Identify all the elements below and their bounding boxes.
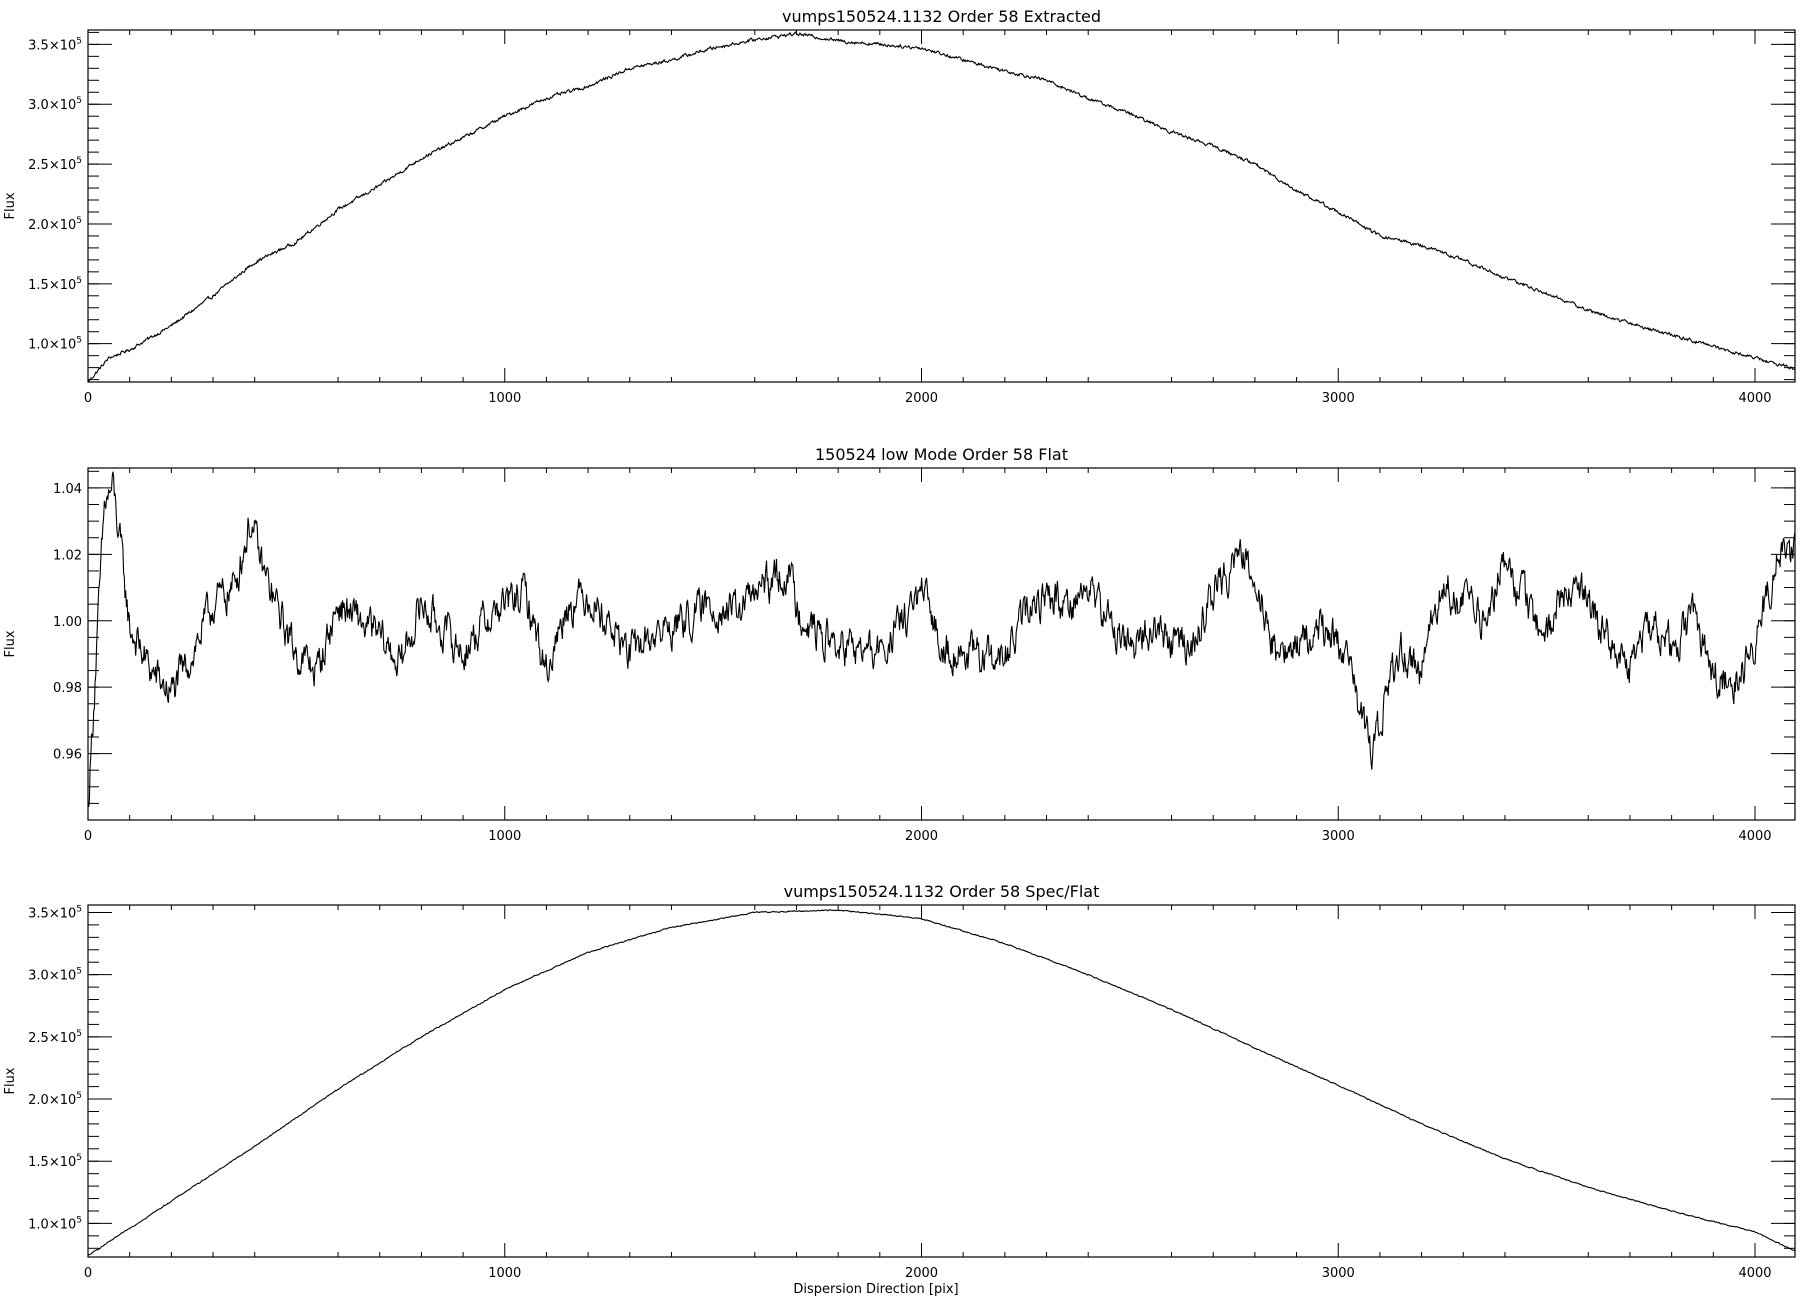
y-tick-label: 1.5×105 [28, 276, 82, 293]
x-tick-label: 3000 [1322, 391, 1355, 406]
y-tick-label: 1.02 [53, 548, 82, 563]
y-tick-label: 2.5×105 [28, 156, 82, 173]
y-tick-label: 0.96 [53, 748, 82, 763]
x-tick-label: 4000 [1738, 829, 1771, 844]
x-tick-label: 0 [84, 829, 92, 844]
y-tick-label: 0.98 [53, 681, 82, 696]
y-tick-label: 2.0×105 [28, 1091, 82, 1108]
y-tick-label: 3.5×105 [28, 36, 82, 53]
panel-flat: 150524 low Mode Order 58 Flat Flux 0 1000 20… [3, 445, 1796, 844]
x-tick-label: 3000 [1322, 1266, 1355, 1281]
series-line-flat [88, 471, 1795, 808]
y-tick-label: 2.5×105 [28, 1029, 82, 1046]
series-line-extracted [88, 31, 1795, 382]
panel-extracted: vumps150524.1132 Order 58 Extracted Flux 0… [3, 7, 1796, 406]
panel-title: 150524 low Mode Order 58 Flat [815, 445, 1068, 464]
x-tick-label: 0 [84, 1266, 92, 1281]
y-tick-label: 3.0×105 [28, 967, 82, 984]
x-tick-label: 2000 [905, 391, 938, 406]
panel-title: vumps150524.1132 Order 58 Spec/Flat [784, 882, 1100, 901]
x-tick-label: 2000 [905, 829, 938, 844]
y-axis-label: Flux [3, 630, 18, 657]
x-tick-label: 3000 [1322, 829, 1355, 844]
y-tick-label: 1.00 [53, 615, 82, 630]
x-tick-label: 4000 [1738, 1266, 1771, 1281]
y-tick-label: 2.0×105 [28, 216, 82, 233]
series-line-spec-over-flat [88, 909, 1795, 1256]
y-tick-label: 3.5×105 [28, 904, 82, 921]
y-tick-label: 1.04 [53, 482, 82, 497]
panel-spec-over-flat: vumps150524.1132 Order 58 Spec/Flat Flux 0… [3, 882, 1796, 1281]
x-axis-label: Dispersion Direction [pix] [793, 1282, 958, 1297]
plot-frame [87, 29, 1796, 383]
y-tick-label: 1.5×105 [28, 1153, 82, 1170]
x-tick-label: 1000 [488, 829, 521, 844]
x-tick-label: 1000 [488, 1266, 521, 1281]
y-axis-label: Flux [3, 192, 18, 219]
y-axis-label: Flux [3, 1067, 18, 1094]
y-tick-label: 1.0×105 [28, 1215, 82, 1232]
y-tick-label: 1.0×105 [28, 336, 82, 353]
x-tick-label: 2000 [905, 1266, 938, 1281]
x-tick-label: 0 [84, 391, 92, 406]
panel-title: vumps150524.1132 Order 58 Extracted [782, 7, 1101, 26]
y-tick-label: 3.0×105 [28, 96, 82, 113]
plot-frame [87, 467, 1796, 821]
x-tick-label: 1000 [488, 391, 521, 406]
plot-frame [87, 904, 1796, 1258]
x-tick-label: 4000 [1738, 391, 1771, 406]
